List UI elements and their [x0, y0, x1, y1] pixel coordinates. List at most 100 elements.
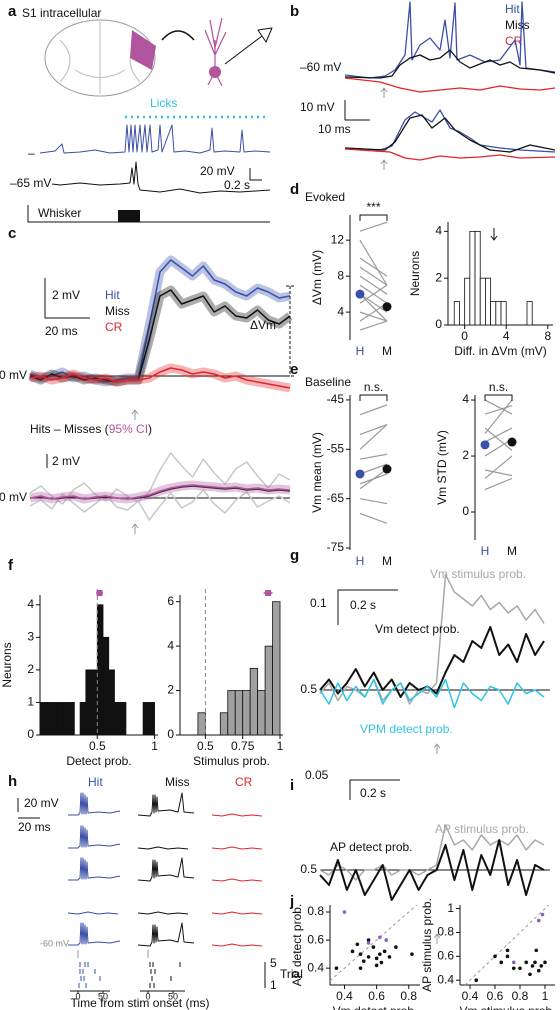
scatter-point	[366, 941, 371, 945]
mean-dot	[382, 464, 392, 474]
histogram-bar	[227, 690, 236, 736]
x-axis-label: Time from stim onset (ms)	[71, 996, 210, 1010]
x-tick-label: 0.6	[368, 989, 385, 1003]
x-tick-label: 0.8	[512, 989, 529, 1003]
trial-label: 5	[270, 956, 277, 970]
series-line	[319, 839, 545, 901]
x-tick-label: 4	[503, 329, 510, 343]
significance-bracket	[359, 214, 388, 221]
scatter-point	[334, 966, 339, 970]
series-line	[319, 824, 545, 881]
x-tick-label: 0.75	[231, 739, 255, 753]
scale-label: 20 mV	[24, 796, 59, 810]
histogram-bar	[249, 667, 259, 736]
neuron-pair	[359, 512, 388, 524]
series-line	[29, 489, 291, 521]
histogram-bar	[474, 230, 481, 326]
neuron-pair	[484, 405, 513, 415]
scatter-point	[511, 960, 516, 965]
histogram-bar	[119, 702, 127, 736]
histogram-bar	[526, 301, 533, 326]
legend-label: CR	[105, 320, 123, 334]
series-line	[29, 484, 291, 500]
x-tick-label: 0	[75, 991, 80, 1001]
brain-detail	[59, 22, 141, 94]
y-axis-label: Vm mean (mV)	[310, 432, 324, 513]
scale-label: 0.1	[310, 596, 327, 610]
histogram-bar	[39, 702, 47, 736]
histogram-bar	[51, 702, 58, 736]
trial-label: Trial	[280, 967, 303, 981]
trace-cr	[344, 77, 556, 93]
scatter-point	[394, 945, 398, 949]
scatter-point	[474, 978, 479, 983]
neuron-pair	[359, 404, 388, 416]
neuron-pair	[359, 463, 388, 475]
stim-arrow	[131, 523, 139, 534]
scatter-point	[540, 912, 545, 917]
legend-label: AP detect prob.	[330, 840, 413, 854]
y-tick-label: 2	[462, 448, 469, 462]
y-axis-label: AP detect prob.	[290, 904, 304, 987]
scatter-point	[518, 966, 522, 971]
neuron-pair	[359, 498, 388, 505]
mean-arrow	[490, 228, 498, 241]
neuron-pair	[359, 221, 388, 232]
neuron	[204, 17, 227, 87]
stim-arrow	[380, 87, 388, 98]
histogram-bar	[114, 702, 121, 736]
panel-i: 0.05 0.2 s	[305, 768, 441, 944]
x-tick-label: 0.5	[197, 739, 214, 753]
panel-h: Hit Miss CR 20 mV 20 ms -60 mV 5 Trial 1…	[17, 775, 303, 1010]
y-tick-label: 0 mV	[0, 490, 27, 504]
series-line	[319, 626, 545, 698]
histogram-bar	[464, 277, 471, 326]
x-axis-label: Vm detect prob.	[333, 1004, 418, 1010]
x-tick-label: 0.4	[462, 989, 479, 1003]
y-tick-label: 4	[337, 304, 344, 318]
y-tick-label: -75	[327, 540, 345, 554]
y-tick-label: 6	[167, 594, 174, 608]
category-label: H	[356, 554, 365, 568]
legend-label: AP stimulus prob.	[435, 822, 529, 836]
y-tick-label: 0	[435, 317, 442, 331]
y-axis-label: AP stimulus prob.	[420, 898, 434, 992]
significance-bracket	[484, 394, 513, 401]
s1-region	[130, 30, 156, 70]
neuron-pair	[359, 266, 388, 286]
scale-label: 0.2 s	[224, 178, 250, 192]
neuron-pair	[359, 468, 388, 490]
column-label: CR	[235, 775, 253, 789]
histogram-bar	[91, 669, 98, 736]
x-axis-label: Detect prob.	[66, 754, 131, 768]
panel-title: Baseline	[305, 375, 351, 389]
trace-hit	[344, 1, 556, 79]
category-label: M	[382, 554, 392, 568]
histogram-bar	[453, 301, 460, 326]
x-axis-label: Stimulus prob.	[193, 754, 270, 768]
neuron-pair	[484, 427, 513, 451]
histogram-bar	[495, 301, 502, 326]
column-label: Hit	[88, 775, 103, 789]
scatter-point	[534, 948, 539, 953]
panel-letter: e	[290, 361, 298, 378]
histogram-bar	[79, 702, 87, 736]
panel-title: Evoked	[305, 190, 345, 204]
electrode	[224, 27, 273, 65]
neuron-pair	[359, 284, 388, 304]
x-tick-label: 0.8	[400, 989, 417, 1003]
panel-letters: a b c d e f g h i j	[8, 3, 299, 910]
panel-letter: a	[8, 3, 17, 20]
y-axis-label: Neurons	[0, 642, 14, 687]
histogram-bar	[85, 669, 92, 736]
confidence-band	[29, 363, 291, 393]
y-tick-label: -65	[327, 491, 345, 505]
panel-letter: f	[8, 557, 14, 574]
stim-line	[27, 205, 270, 223]
scale-label: 0.2 s	[360, 786, 386, 800]
y-tick-label: 0	[167, 727, 174, 741]
identity-line	[329, 904, 418, 982]
scale-label: 20 ms	[18, 820, 51, 834]
y-axis-label: ΔVm (mV)	[310, 250, 324, 305]
legend-label: Miss	[505, 18, 530, 32]
